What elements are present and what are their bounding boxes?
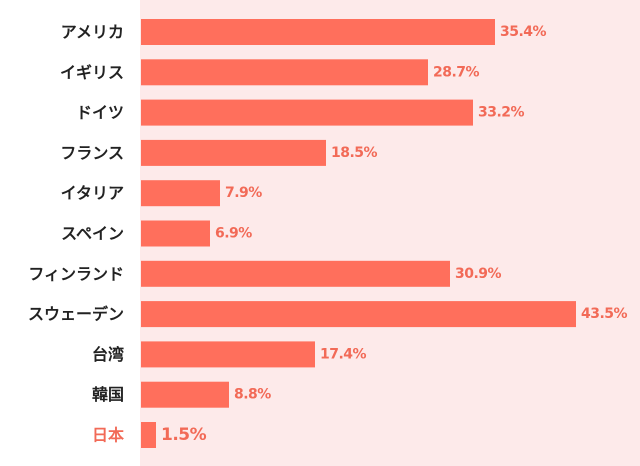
value-label: 33.2% — [478, 105, 525, 121]
bar — [141, 220, 210, 247]
category-label: ドイツ — [76, 103, 124, 122]
bar — [141, 180, 220, 207]
bar — [141, 99, 473, 126]
category-label: スウェーデン — [28, 305, 124, 324]
bar — [141, 260, 450, 287]
value-label: 43.5% — [581, 306, 628, 322]
value-label: 17.4% — [320, 346, 367, 362]
category-label: アメリカ — [61, 23, 124, 42]
value-label: 35.4% — [500, 24, 547, 40]
value-label: 18.5% — [331, 145, 378, 161]
category-label: スペイン — [61, 224, 124, 243]
category-label: フランス — [60, 143, 124, 162]
value-label: 28.7% — [433, 64, 480, 80]
category-label: イギリス — [60, 63, 124, 82]
bars-layer: アメリカ 35.4% イギリス 28.7% ドイツ 33.2% フランス 18.5% イタリア 7… — [28, 19, 628, 448]
bar — [141, 19, 495, 45]
bar — [141, 422, 156, 448]
category-label: 台湾 — [92, 345, 124, 364]
value-label: 30.9% — [455, 266, 502, 282]
value-label: 7.9% — [225, 185, 262, 201]
category-label: 日本 — [92, 426, 124, 445]
category-label: イタリア — [61, 184, 124, 203]
category-label: 韓国 — [92, 385, 124, 404]
bar — [141, 341, 315, 368]
category-label: フィンランド — [28, 264, 124, 283]
value-label: 8.8% — [234, 387, 271, 403]
value-label: 6.9% — [215, 226, 252, 242]
bar — [141, 139, 326, 166]
value-label: 1.5% — [161, 425, 207, 445]
bar — [141, 381, 229, 408]
bar — [141, 301, 576, 328]
bar — [141, 59, 428, 86]
